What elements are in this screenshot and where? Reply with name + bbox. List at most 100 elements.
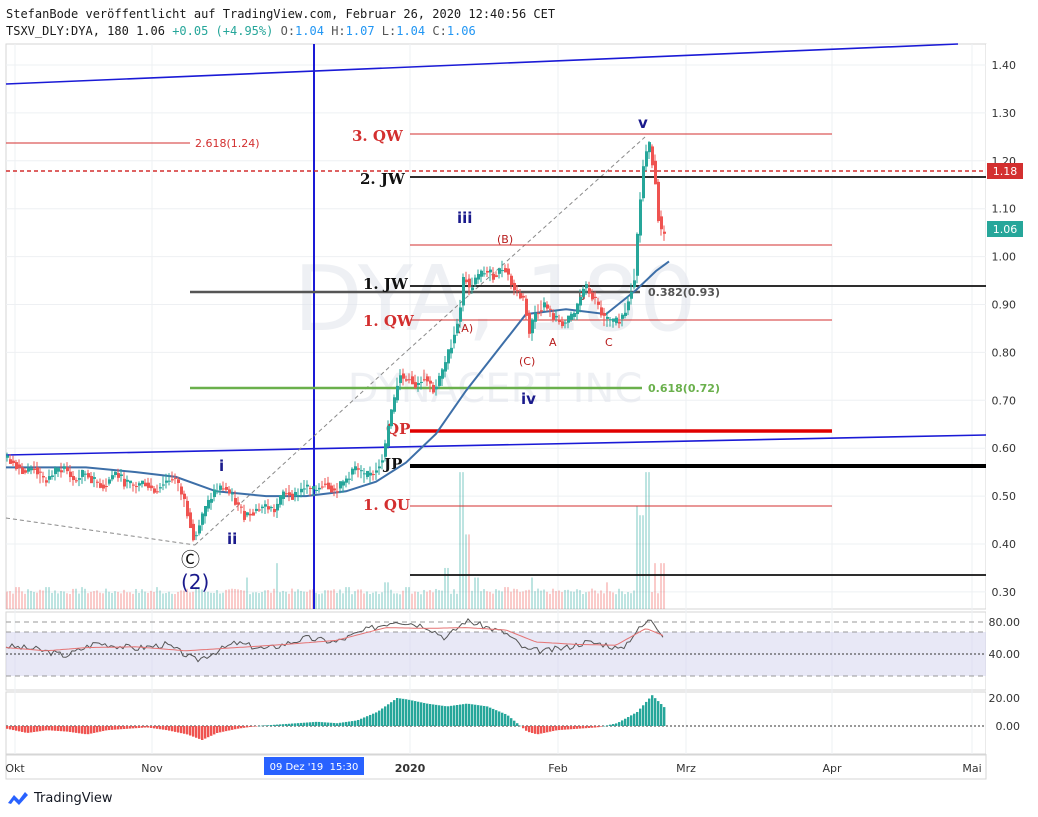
macd-bar (351, 721, 354, 726)
candle-body (345, 478, 348, 483)
macd-bar (192, 726, 195, 737)
macd-bar (474, 704, 477, 726)
macd-bar (156, 726, 159, 729)
macd-bar (453, 705, 456, 726)
macd-bar (360, 718, 363, 726)
macd-bar (660, 704, 663, 726)
volume-bar (411, 593, 413, 609)
volume-bar (645, 472, 647, 609)
volume-bar (327, 590, 329, 609)
volume-bar (285, 591, 287, 609)
macd-bar (330, 722, 333, 726)
volume-bar (498, 590, 500, 609)
volume-bar (6, 591, 8, 609)
volume-bar (378, 593, 380, 609)
candle-body (21, 467, 24, 475)
macd-bar (303, 722, 306, 726)
volume-bar (552, 588, 554, 609)
volume-bar (270, 592, 272, 609)
volume-bar (24, 593, 26, 609)
candle-body (516, 290, 519, 292)
macd-bar (585, 726, 588, 729)
macd-bar (342, 722, 345, 726)
lower-trend-line[interactable] (5, 434, 987, 456)
macd-bar (198, 726, 201, 739)
low-label: L: (381, 24, 397, 38)
macd-bar (126, 726, 129, 729)
volume-bar (597, 593, 599, 609)
candle-body (492, 273, 495, 280)
candle-body (129, 480, 132, 484)
macd-bar (60, 726, 63, 732)
macd-bar (471, 704, 474, 726)
candle-body (603, 313, 606, 316)
macd-bar (504, 713, 507, 726)
candle-body (324, 483, 327, 485)
candle-body (198, 525, 201, 534)
candle-body (6, 455, 9, 458)
candle-body (624, 312, 627, 316)
close-label: C: (432, 24, 447, 38)
volume-bar (528, 589, 530, 609)
candle-body (615, 317, 618, 324)
candle-body (306, 484, 309, 487)
macd-bar (597, 726, 600, 728)
candle-body (480, 270, 483, 277)
candle-body (444, 362, 447, 372)
macd-bar (78, 726, 81, 734)
volume-bar (492, 593, 494, 609)
volume-bar (606, 582, 608, 609)
macd-bar (483, 705, 486, 726)
macd-bar (657, 701, 660, 726)
candle-body (183, 493, 186, 500)
macd-bar (333, 722, 336, 726)
volume-bar (393, 593, 395, 609)
macd-bar (123, 726, 126, 730)
macd-bar (159, 726, 162, 730)
candle-body (471, 287, 474, 291)
macd-bar (579, 726, 582, 729)
wave-b-label: B (578, 290, 586, 303)
candle-body (585, 284, 588, 289)
macd-bar (390, 702, 393, 726)
macd-bar (435, 704, 438, 726)
volume-bar (294, 591, 296, 609)
volume-bar (618, 588, 620, 609)
volume-bar (45, 587, 47, 609)
volume-bar (549, 593, 551, 609)
volume-bar (525, 590, 527, 609)
macd-bar (177, 726, 180, 733)
time-axis[interactable] (5, 754, 987, 780)
volume-bar (180, 590, 182, 609)
candle-body (45, 480, 48, 483)
macd-bar (21, 726, 24, 732)
macd-bar (426, 703, 429, 726)
candle-body (81, 469, 84, 477)
candle-body (393, 397, 396, 412)
volume-bar (258, 593, 260, 609)
symbol-legend[interactable]: TSXV_DLY:DYA, 180 1.06 +0.05 (+4.95%) O:… (6, 24, 476, 38)
analysis-overlay: 2.618(1.24) 3. QW 2. JW 1. JW 1. QW QP J… (5, 43, 987, 609)
macd-bar (600, 726, 603, 727)
volume-bar (420, 594, 422, 609)
candle-body (579, 296, 582, 306)
volume-bar (213, 592, 215, 609)
macd-bar (84, 726, 87, 735)
candlesticks (6, 141, 666, 542)
candle-body (78, 478, 81, 480)
volume-bar (330, 590, 332, 609)
volume-bar (342, 593, 344, 609)
tradingview-brand[interactable]: TradingView (6, 789, 113, 807)
candle-body (63, 466, 66, 469)
candle-body (654, 160, 657, 185)
candle-body (156, 491, 159, 493)
price-scale[interactable] (986, 44, 1032, 754)
macd-bar (153, 726, 156, 729)
candle-body (249, 513, 252, 516)
price-tag-green: 1.06 (987, 221, 1023, 237)
candle-body (339, 481, 342, 489)
upper-trend-line[interactable] (5, 43, 959, 85)
main-pane[interactable] (5, 43, 987, 610)
candle-body (468, 278, 471, 288)
